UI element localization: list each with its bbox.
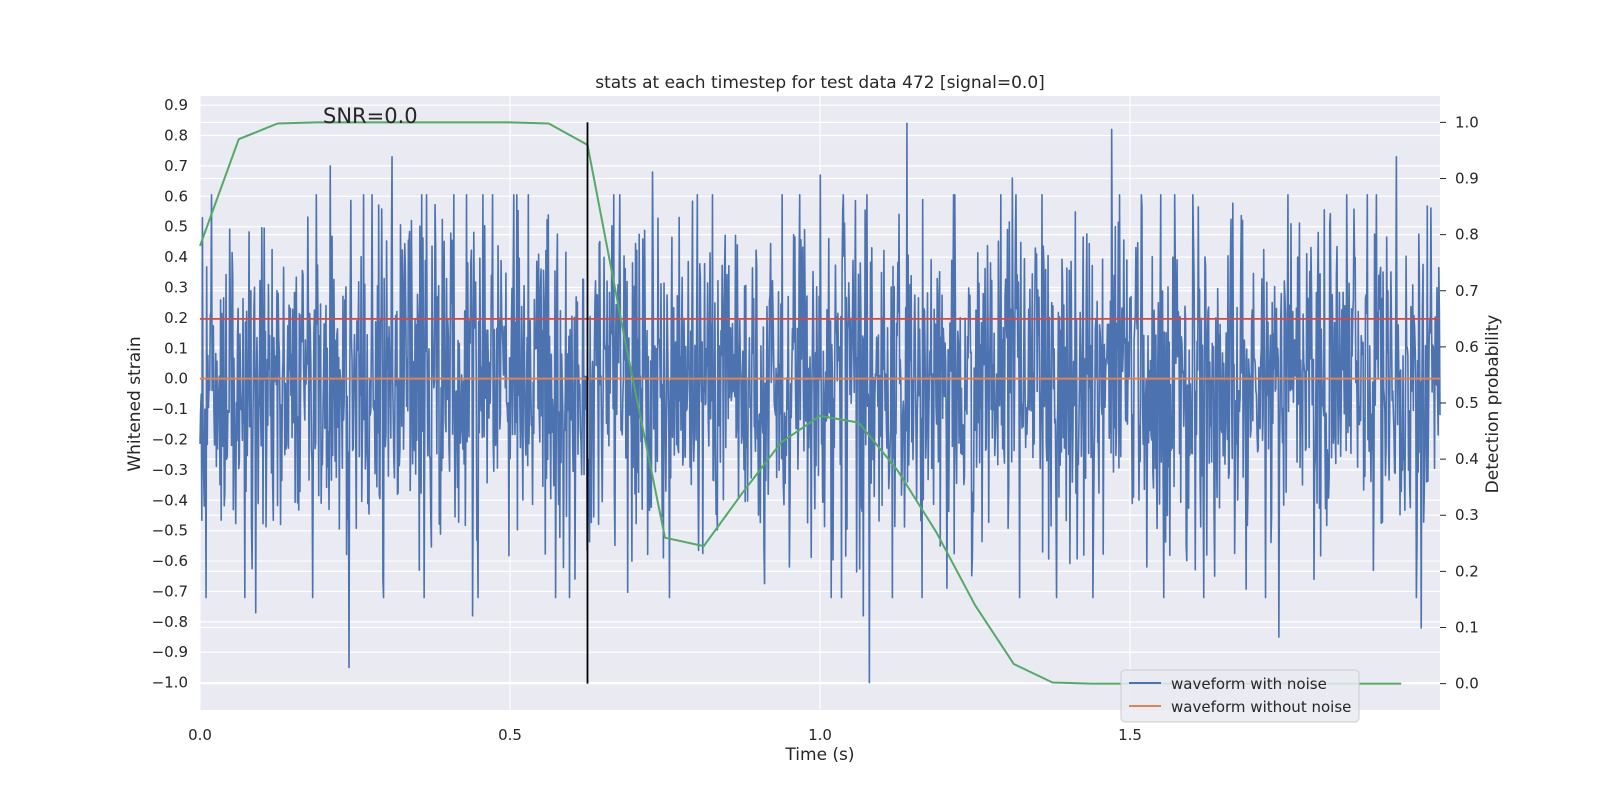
legend: waveform with noise waveform without noi…: [1120, 669, 1360, 723]
y-right-tick-label: 0.0: [1455, 675, 1479, 693]
y-tick-label: −0.6: [152, 552, 188, 570]
y-tick-label: 0.2: [164, 309, 188, 327]
y-tick-label: −1.0: [152, 674, 188, 692]
y-right-tick-label: 0.6: [1455, 338, 1479, 356]
y-right-tick-label: 0.2: [1455, 562, 1479, 580]
x-axis-label: Time (s): [784, 745, 854, 765]
y-right-tick-label: 0.1: [1455, 618, 1479, 636]
y-tick-label: 0.4: [164, 248, 188, 266]
x-tick-label: 0.5: [498, 726, 522, 744]
y-tick-label: −0.2: [152, 430, 188, 448]
y-right-axis-label: Detection probability: [1483, 315, 1503, 494]
y-tick-label: 0.8: [164, 127, 188, 145]
legend-box: [1120, 669, 1360, 723]
y-right-tick-label: 1.0: [1455, 113, 1479, 131]
chart-title: stats at each timestep for test data 472…: [595, 73, 1045, 93]
y-tick-label: 0.0: [164, 370, 188, 388]
axes: 0.0 0.5 1.0 1.5 0.9 0.8 0.7 0.6 0.5 0.4 0.3 0.2 0.1 0…: [152, 96, 1479, 744]
series-waveform-with-noise: [199, 122, 1441, 684]
y-tick-label: −0.8: [152, 613, 188, 631]
x-tick-label: 0.0: [188, 726, 212, 744]
y-tick-label: −0.9: [152, 643, 188, 661]
y-right-tick-label: 0.7: [1455, 282, 1479, 300]
y-tick-label: 0.9: [164, 96, 188, 114]
legend-label-noisy: waveform with noise: [1171, 675, 1327, 693]
y-right-tick-label: 0.8: [1455, 226, 1479, 244]
x-tick-label: 1.5: [1118, 726, 1142, 744]
legend-label-clean: waveform without noise: [1171, 698, 1351, 716]
y-right-tick-label: 0.5: [1455, 394, 1479, 412]
y-tick-label: 0.1: [164, 339, 188, 357]
snr-annotation: SNR=0.0: [323, 104, 418, 128]
y-axis-label: Whitened strain: [125, 336, 145, 471]
y-right-tick-label: 0.3: [1455, 506, 1479, 524]
y-right-tick-label: 0.9: [1455, 170, 1479, 188]
y-tick-label: 0.3: [164, 278, 188, 296]
y-tick-label: −0.5: [152, 522, 188, 540]
y-tick-label: −0.7: [152, 582, 188, 600]
y-tick-label: 0.6: [164, 187, 188, 205]
y-tick-label: −0.1: [152, 400, 188, 418]
x-tick-label: 1.0: [808, 726, 832, 744]
y-tick-label: 0.5: [164, 218, 188, 236]
y-tick-label: −0.4: [152, 491, 188, 509]
y-tick-label: −0.3: [152, 461, 188, 479]
y-tick-label: 0.7: [164, 157, 188, 175]
y-right-tick-label: 0.4: [1455, 450, 1479, 468]
